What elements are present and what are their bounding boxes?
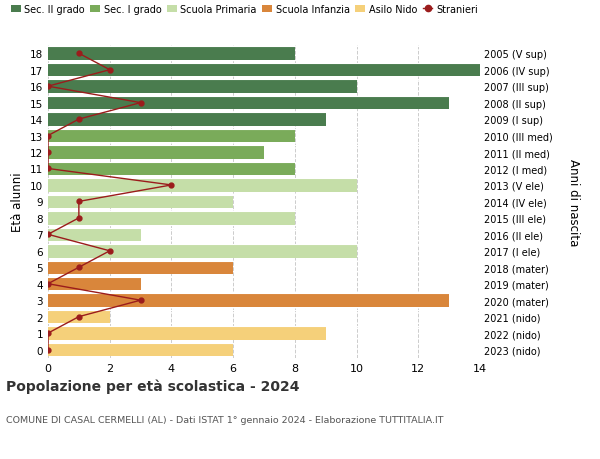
Y-axis label: Età alunni: Età alunni — [11, 172, 25, 232]
Bar — [48, 245, 356, 258]
Bar — [48, 212, 295, 225]
Text: Popolazione per età scolastica - 2024: Popolazione per età scolastica - 2024 — [6, 379, 299, 393]
Bar — [48, 162, 295, 176]
Bar — [48, 47, 295, 61]
Bar — [48, 277, 140, 291]
Bar — [48, 80, 356, 94]
Bar — [48, 113, 326, 127]
Bar — [48, 310, 110, 324]
Bar — [48, 129, 295, 143]
Text: COMUNE DI CASAL CERMELLI (AL) - Dati ISTAT 1° gennaio 2024 - Elaborazione TUTTIT: COMUNE DI CASAL CERMELLI (AL) - Dati IST… — [6, 415, 443, 425]
Bar — [48, 64, 480, 77]
Bar — [48, 97, 449, 110]
Y-axis label: Anni di nascita: Anni di nascita — [567, 158, 580, 246]
Legend: Sec. II grado, Sec. I grado, Scuola Primaria, Scuola Infanzia, Asilo Nido, Stran: Sec. II grado, Sec. I grado, Scuola Prim… — [11, 5, 478, 15]
Bar — [48, 146, 264, 159]
Bar — [48, 343, 233, 357]
Bar — [48, 195, 233, 209]
Bar — [48, 228, 140, 241]
Bar — [48, 327, 326, 340]
Bar — [48, 294, 449, 307]
Bar — [48, 179, 356, 192]
Bar — [48, 261, 233, 274]
